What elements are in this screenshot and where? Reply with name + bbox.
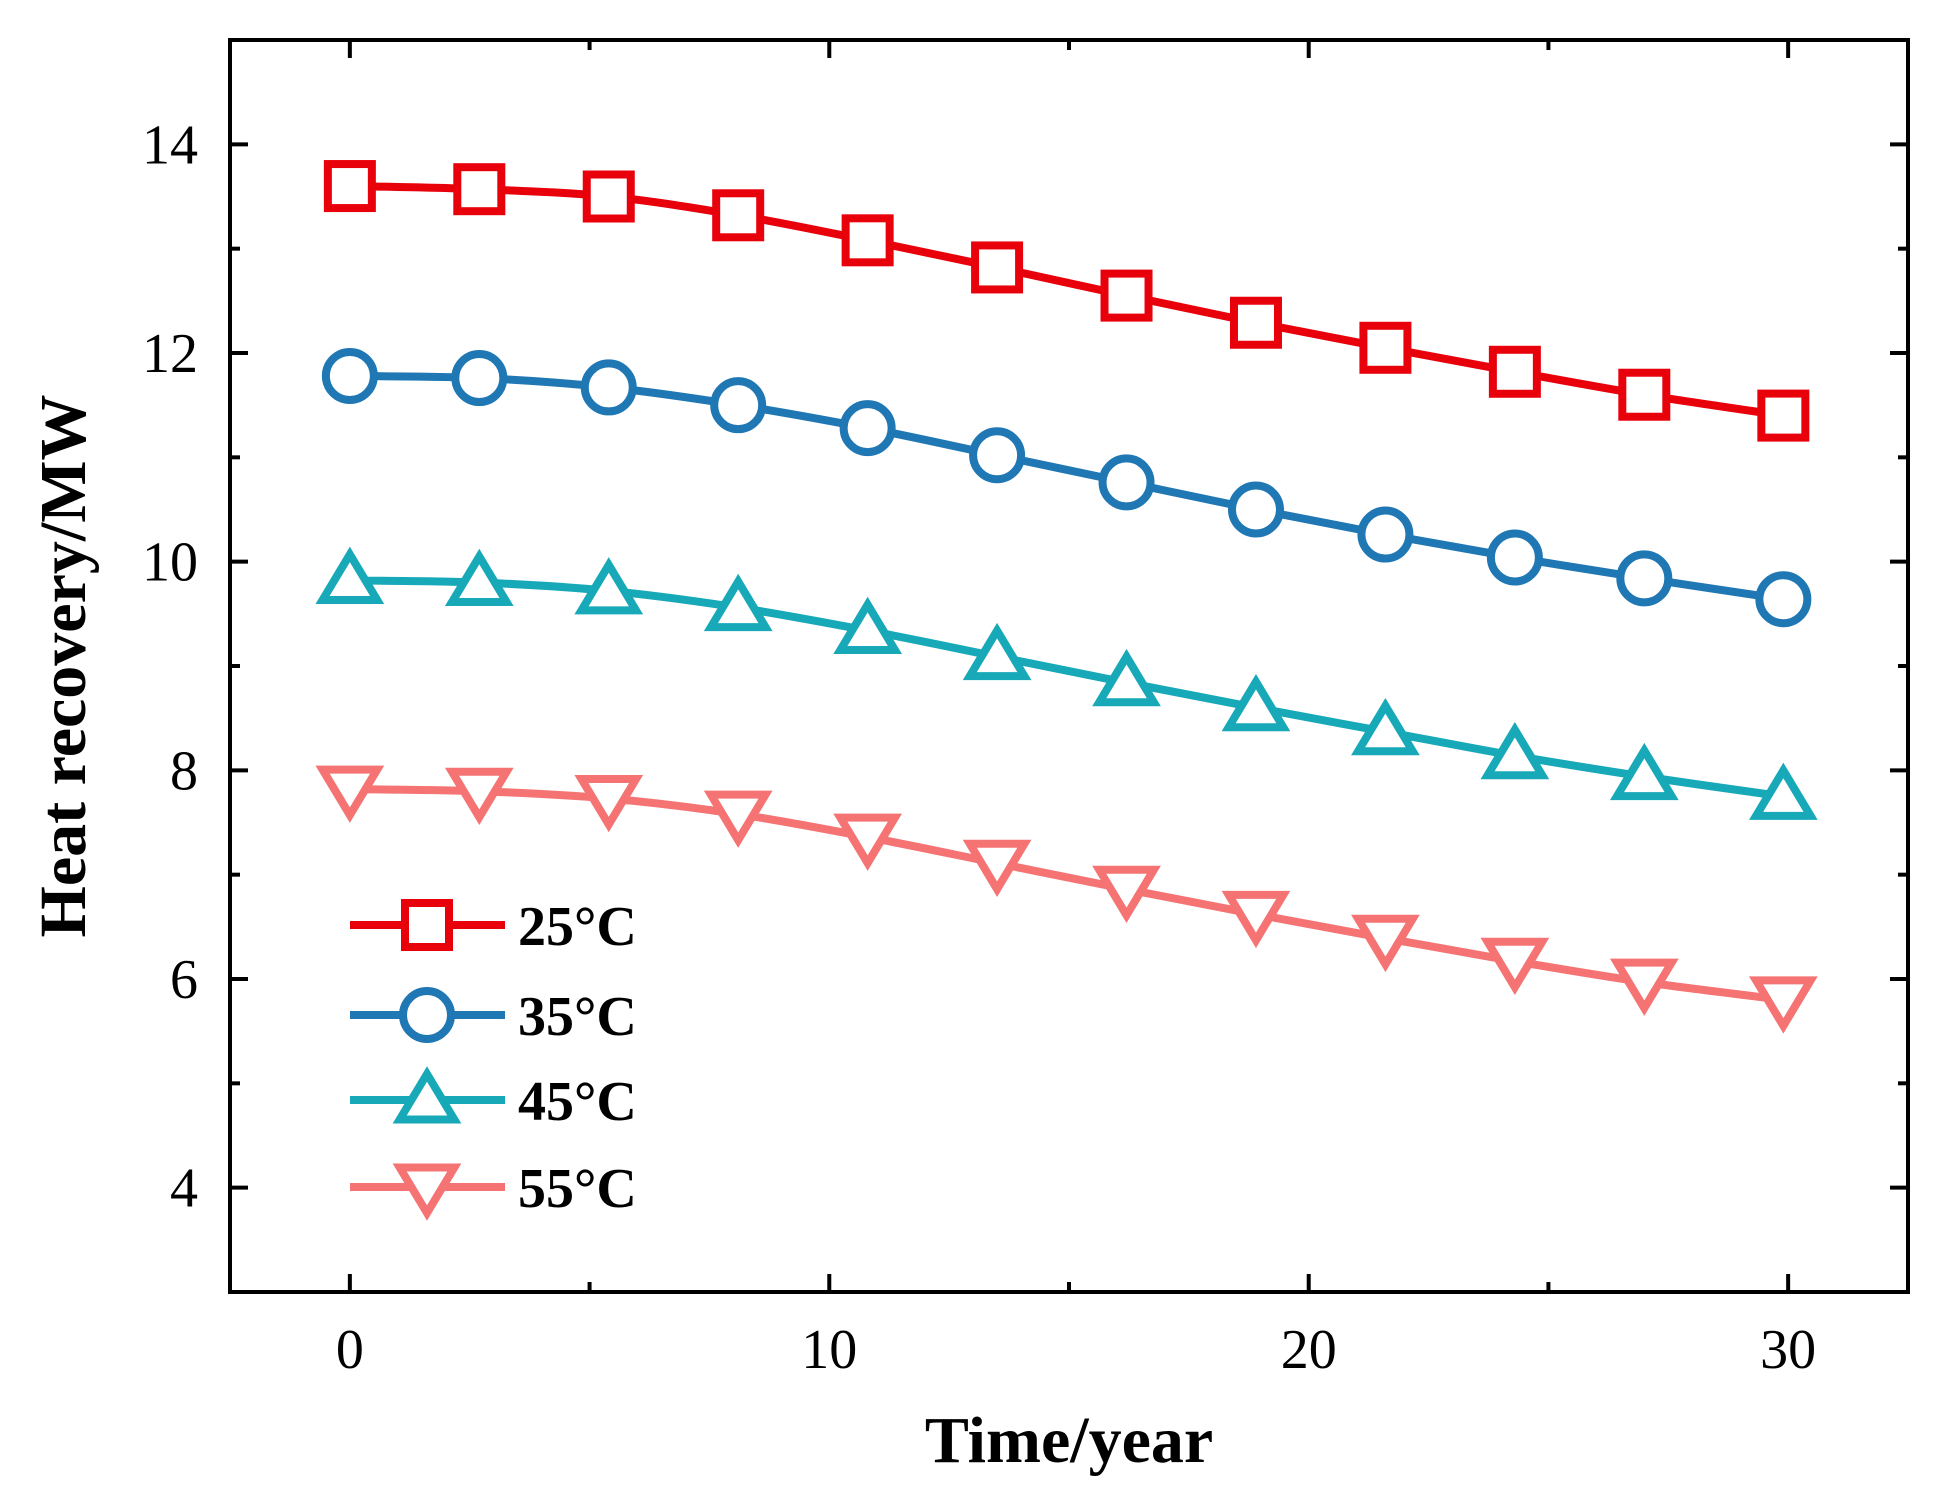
- data-point-55C: [1092, 865, 1161, 924]
- data-point-35C: [1755, 571, 1812, 628]
- data-point-35C: [839, 400, 896, 457]
- data-point-25C: [1100, 269, 1153, 322]
- data-point-55C: [1351, 914, 1420, 973]
- series-line-55C: [349, 785, 1784, 1004]
- data-point-25C: [1757, 389, 1810, 442]
- data-point-55C: [315, 765, 385, 823]
- data-point-25C: [841, 214, 894, 267]
- data-point-55C: [703, 790, 773, 848]
- x-tick-label: 30: [1760, 1319, 1816, 1381]
- data-point-45C: [1351, 697, 1420, 756]
- x-axis-title: Time/year: [925, 1404, 1213, 1477]
- series-layer: [315, 160, 1818, 1034]
- legend-marker-45C: [392, 1066, 462, 1124]
- data-point-55C: [1221, 890, 1291, 949]
- data-point-45C: [1092, 648, 1161, 707]
- y-tick-label: 8: [170, 740, 198, 802]
- data-point-55C: [833, 813, 903, 871]
- data-point-35C: [451, 350, 508, 407]
- data-point-55C: [574, 775, 644, 833]
- legend-marker-55C: [392, 1163, 462, 1221]
- data-point-35C: [1227, 481, 1284, 538]
- data-point-25C: [971, 241, 1024, 294]
- legend-marker-35C: [399, 987, 455, 1043]
- y-tick-label: 6: [170, 949, 198, 1011]
- data-point-35C: [710, 377, 767, 434]
- x-tick-label: 10: [801, 1319, 857, 1381]
- data-point-45C: [962, 622, 1032, 681]
- data-point-55C: [1480, 937, 1550, 996]
- x-tick-label: 20: [1281, 1319, 1337, 1381]
- data-point-35C: [321, 347, 378, 404]
- x-tick-label: 0: [336, 1319, 364, 1381]
- data-point-45C: [703, 573, 773, 632]
- y-tick-label: 4: [170, 1158, 198, 1220]
- data-point-45C: [1480, 721, 1550, 780]
- data-point-25C: [1618, 368, 1671, 421]
- series-line-45C: [349, 576, 1784, 801]
- data-point-25C: [1488, 345, 1541, 398]
- legend-label-55C: 55°C: [518, 1158, 637, 1220]
- data-point-25C: [582, 170, 635, 223]
- data-point-45C: [574, 557, 644, 615]
- y-axis-title: Heat recovery/MW: [27, 394, 100, 937]
- data-point-35C: [1616, 550, 1673, 607]
- data-point-45C: [1221, 673, 1291, 732]
- data-point-35C: [1357, 506, 1414, 563]
- data-point-45C: [1748, 762, 1818, 820]
- legend-marker-25C: [401, 899, 453, 951]
- data-point-25C: [323, 160, 376, 213]
- legend-label-35C: 35°C: [518, 986, 637, 1048]
- y-tick-label: 12: [142, 323, 198, 385]
- data-point-55C: [444, 767, 514, 825]
- data-point-55C: [1748, 976, 1818, 1034]
- data-point-45C: [444, 548, 514, 607]
- series-line-35C: [349, 371, 1784, 604]
- data-point-35C: [1486, 529, 1543, 586]
- legend: 25°C 35°C 45°C 55°C: [350, 896, 637, 1221]
- y-tick-label: 14: [142, 114, 198, 176]
- data-point-25C: [1359, 321, 1412, 374]
- legend-label-45C: 45°C: [518, 1071, 637, 1133]
- plot-frame: [228, 38, 1910, 1294]
- data-point-25C: [453, 163, 506, 216]
- data-point-45C: [315, 546, 385, 604]
- data-point-35C: [1098, 454, 1155, 511]
- data-point-55C: [962, 839, 1032, 897]
- data-point-45C: [833, 596, 903, 655]
- legend-label-25C: 25°C: [518, 896, 637, 958]
- data-point-45C: [1609, 742, 1679, 801]
- data-point-35C: [969, 427, 1026, 484]
- y-tick-label: 10: [142, 532, 198, 594]
- data-point-55C: [1609, 958, 1679, 1016]
- data-point-25C: [712, 189, 765, 242]
- data-point-35C: [580, 359, 637, 416]
- data-point-25C: [1229, 296, 1282, 349]
- ticks-layer: 0 10 20 30 4 6 8 10 12 14: [142, 38, 1908, 1381]
